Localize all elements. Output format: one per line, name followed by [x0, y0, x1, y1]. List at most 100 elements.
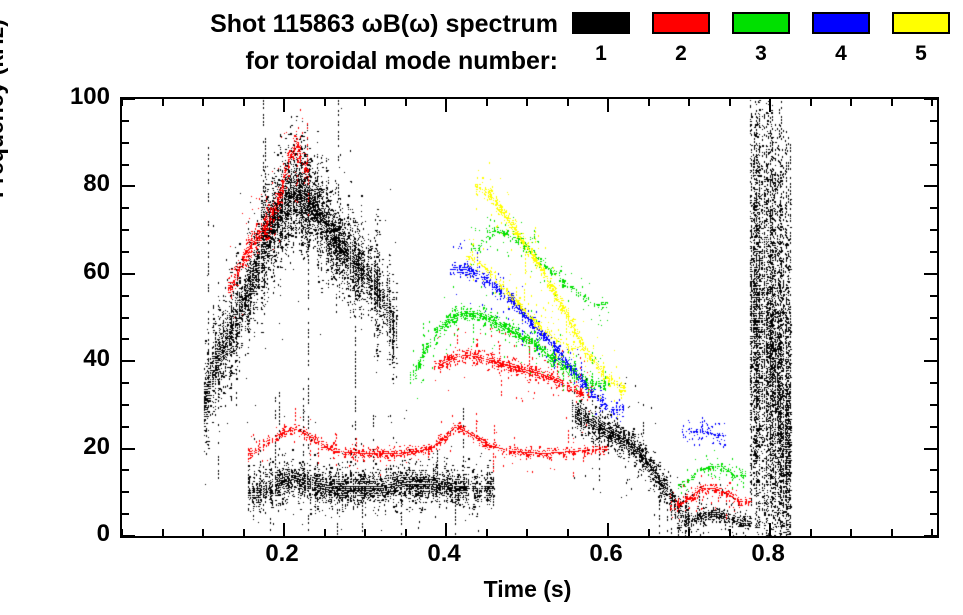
y-minor-tick: [122, 294, 129, 297]
y-minor-tick: [122, 229, 129, 232]
spectrogram-canvas-wrap: [122, 99, 937, 536]
x-major-tick: [445, 99, 448, 112]
y-major-tick: [122, 272, 135, 275]
x-tick-label: 0.8: [751, 540, 785, 567]
y-minor-tick: [930, 469, 937, 472]
y-minor-tick: [930, 163, 937, 166]
x-minor-tick: [323, 529, 326, 536]
legend-label-4: 4: [835, 42, 847, 65]
x-minor-tick: [647, 99, 650, 106]
y-minor-tick: [930, 316, 937, 319]
y-minor-tick: [122, 338, 129, 341]
y-major-tick: [924, 98, 937, 100]
x-minor-tick: [566, 99, 569, 106]
y-major-tick: [122, 98, 135, 100]
x-minor-tick: [485, 529, 488, 536]
y-tick-label: 60: [83, 257, 110, 285]
y-major-tick: [924, 360, 937, 363]
x-major-tick: [283, 523, 286, 536]
legend-entry-1: 1: [572, 12, 630, 65]
x-major-tick: [607, 523, 610, 536]
y-minor-tick: [930, 141, 937, 144]
legend-entry-3: 3: [732, 12, 790, 65]
x-minor-tick: [809, 99, 812, 106]
y-minor-tick: [122, 403, 129, 406]
y-tick-label: 80: [83, 170, 110, 198]
y-major-tick: [924, 272, 937, 275]
legend-swatch-4: [812, 12, 870, 34]
x-minor-tick: [242, 529, 245, 536]
x-tick-label: 0.4: [427, 540, 461, 567]
x-major-tick: [769, 99, 772, 112]
legend-swatch-1: [572, 12, 630, 34]
y-minor-tick: [122, 491, 129, 494]
y-minor-tick: [930, 382, 937, 385]
y-major-tick: [924, 535, 937, 537]
y-minor-tick: [930, 119, 937, 122]
y-tick-label: 20: [83, 432, 110, 460]
x-minor-tick: [364, 529, 367, 536]
y-minor-tick: [122, 250, 129, 253]
y-minor-tick: [122, 382, 129, 385]
x-minor-tick: [404, 529, 407, 536]
x-tick-labels: 0.2 0.4 0.6 0.8: [120, 540, 935, 574]
x-major-tick: [607, 99, 610, 112]
x-minor-tick: [404, 99, 407, 106]
title-line-2: for toroidal mode number:: [118, 43, 559, 80]
y-axis-label: Frequency (kHz): [0, 19, 8, 198]
x-minor-tick: [728, 99, 731, 106]
x-minor-tick: [931, 529, 934, 536]
plot-frame: [120, 97, 939, 538]
x-minor-tick: [485, 99, 488, 106]
y-tick-label: 40: [83, 345, 110, 373]
y-major-tick: [122, 535, 135, 537]
y-minor-tick: [122, 425, 129, 428]
x-minor-tick: [364, 99, 367, 106]
legend-entry-2: 2: [652, 12, 710, 65]
x-minor-tick: [161, 99, 164, 106]
x-minor-tick: [121, 529, 123, 536]
y-minor-tick: [930, 338, 937, 341]
y-tick-label: 100: [69, 83, 110, 110]
x-minor-tick: [323, 99, 326, 106]
title-line-1: Shot 115863 ωB(ω) spectrum: [118, 6, 558, 43]
x-minor-tick: [890, 99, 893, 106]
y-minor-tick: [930, 491, 937, 494]
x-minor-tick: [890, 529, 893, 536]
x-major-tick: [283, 99, 286, 112]
y-minor-tick: [122, 469, 129, 472]
y-major-tick: [924, 185, 937, 188]
x-minor-tick: [728, 529, 731, 536]
x-minor-tick: [161, 529, 164, 536]
legend-swatch-5: [892, 12, 950, 34]
y-major-tick: [924, 447, 937, 450]
y-major-tick: [122, 185, 135, 188]
y-major-tick: [122, 447, 135, 450]
legend-label-2: 2: [675, 42, 687, 65]
x-axis-label: Time (s): [483, 576, 572, 602]
legend-swatch-2: [652, 12, 710, 34]
title-line-1-text: Shot 115863 ωB(ω) spectrum: [210, 10, 558, 38]
y-tick-label: 0: [96, 520, 110, 547]
legend-swatch-3: [732, 12, 790, 34]
y-tick-labels: 0 20 40 60 80 100: [36, 85, 110, 546]
y-minor-tick: [122, 513, 129, 516]
y-minor-tick: [930, 513, 937, 516]
legend-label-1: 1: [595, 42, 607, 65]
x-minor-tick: [566, 529, 569, 536]
y-minor-tick: [122, 316, 129, 319]
x-minor-tick: [850, 529, 853, 536]
x-minor-tick: [121, 99, 123, 106]
y-minor-tick: [122, 141, 129, 144]
x-minor-tick: [526, 529, 529, 536]
y-minor-tick: [930, 294, 937, 297]
title-line-2-text: for toroidal mode number:: [245, 47, 559, 75]
x-minor-tick: [202, 529, 204, 536]
legend-entry-4: 4: [812, 12, 870, 65]
legend-label-3: 3: [755, 42, 767, 65]
x-minor-tick: [242, 99, 245, 106]
y-minor-tick: [122, 119, 129, 122]
y-minor-tick: [122, 163, 129, 166]
x-tick-label: 0.2: [265, 540, 299, 567]
